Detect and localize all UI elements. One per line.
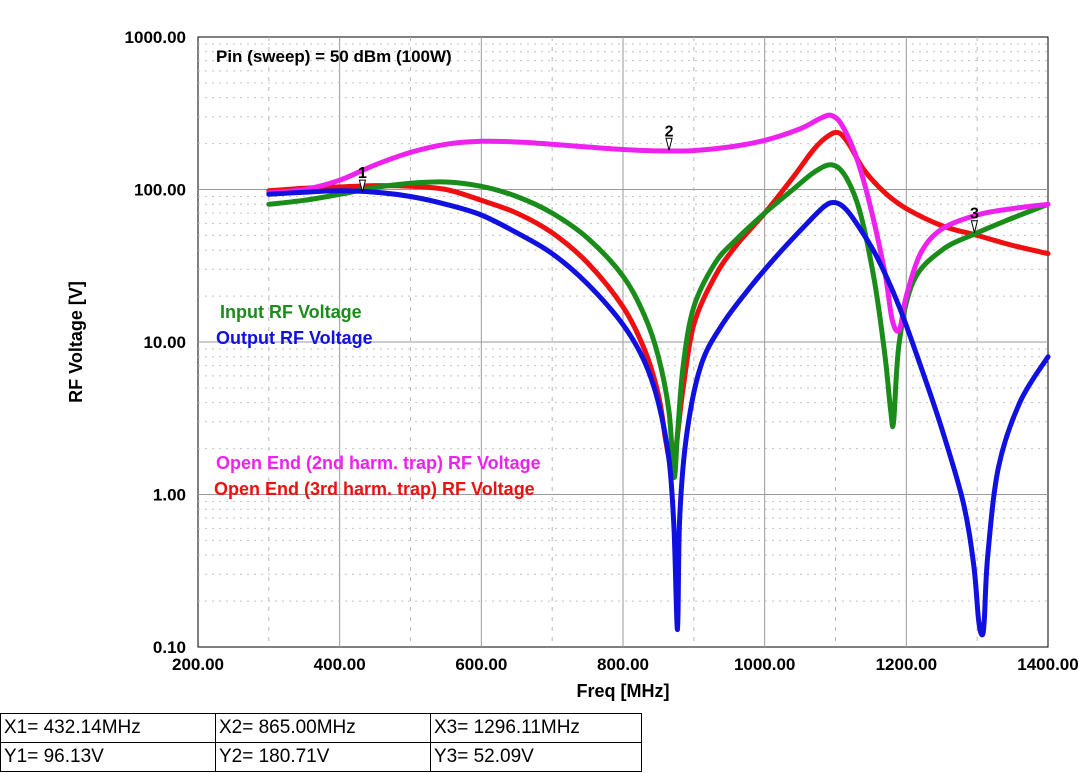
x-tick-label: 1200.00 xyxy=(876,655,937,674)
readout-x2: X2= 865.00MHz xyxy=(215,713,431,743)
legend-open-end-3rd: Open End (3rd harm. trap) RF Voltage xyxy=(214,479,535,499)
marker-pointer xyxy=(970,220,979,233)
readout-x3: X3= 1296.11MHz xyxy=(430,713,642,743)
y-tick-label: 10.00 xyxy=(143,333,186,352)
series-layer xyxy=(266,112,1051,638)
marker-pointer xyxy=(358,179,367,193)
x-tick-label: 1400.00 xyxy=(1017,655,1078,674)
y-tick-label: 0.10 xyxy=(153,638,186,657)
y-tick-label: 1.00 xyxy=(153,486,186,505)
y-tick-label: 1000.00 xyxy=(125,28,186,47)
x-tick-label: 1000.00 xyxy=(734,655,795,674)
x-tick-label: 600.00 xyxy=(455,655,507,674)
y-tick-label: 100.00 xyxy=(134,181,186,200)
legend-output: Output RF Voltage xyxy=(216,328,373,348)
readout-x1: X1= 432.14MHz xyxy=(0,713,216,743)
x-tick-label: 400.00 xyxy=(314,655,366,674)
rf-voltage-chart: 1 2 3 200.00 400.00 600.00 800.00 1000.00 1200.… xyxy=(66,28,1079,701)
readout-y1: Y1= 96.13V xyxy=(0,742,216,772)
marker-layer: 1 2 3 xyxy=(358,123,979,233)
series-output-rf-voltage xyxy=(266,188,1051,638)
x-tick-label: 200.00 xyxy=(172,655,224,674)
readout-row-y: Y1= 96.13V Y2= 180.71V Y3= 52.09V xyxy=(0,742,642,772)
marker-label: 1 xyxy=(358,165,367,182)
x-tick-labels: 200.00 400.00 600.00 800.00 1000.00 1200.00 14… xyxy=(172,655,1079,674)
marker-label: 2 xyxy=(665,123,674,140)
readout-y2: Y2= 180.71V xyxy=(215,742,431,772)
x-axis-title: Freq [MHz] xyxy=(577,681,670,701)
series-open-end-2nd-harm xyxy=(266,112,1051,334)
y-tick-labels: 0.10 1.00 10.00 100.00 1000.00 xyxy=(125,28,186,657)
readout-row-x: X1= 432.14MHz X2= 865.00MHz X3= 1296.11M… xyxy=(0,713,642,743)
chart-annotation: Pin (sweep) = 50 dBm (100W) xyxy=(216,47,452,66)
legend-open-end-2nd: Open End (2nd harm. trap) RF Voltage xyxy=(216,453,541,473)
marker-readout-table: X1= 432.14MHz X2= 865.00MHz X3= 1296.11M… xyxy=(0,713,642,772)
marker-pointer xyxy=(665,137,673,151)
readout-y3: Y3= 52.09V xyxy=(430,742,642,772)
y-axis-title: RF Voltage [V] xyxy=(66,281,86,403)
series-input-rf-voltage xyxy=(266,162,1051,480)
marker-label: 3 xyxy=(970,206,979,223)
x-tick-label: 800.00 xyxy=(597,655,649,674)
legend-input: Input RF Voltage xyxy=(220,302,362,322)
